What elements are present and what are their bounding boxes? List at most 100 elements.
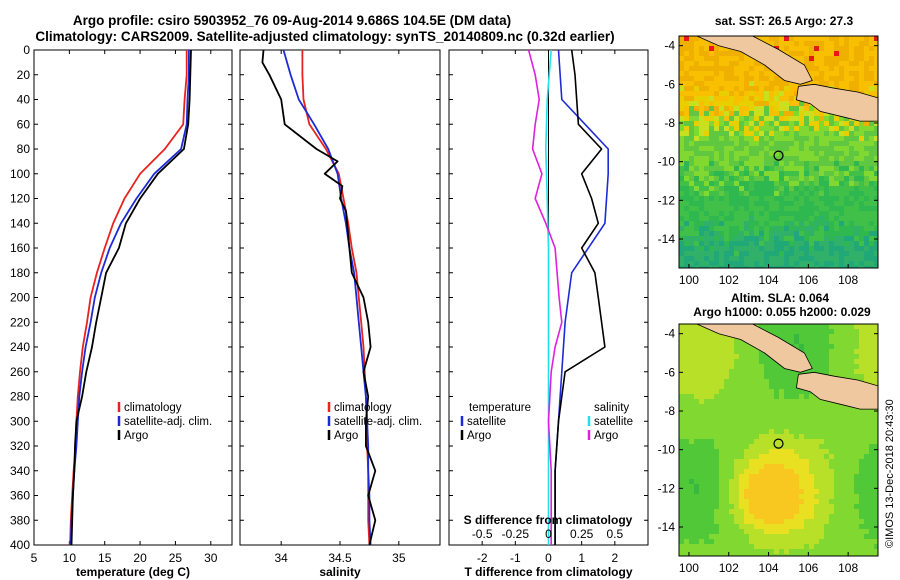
map-cell bbox=[694, 186, 699, 191]
map-cell bbox=[804, 524, 809, 529]
map-cell bbox=[814, 156, 819, 161]
map-cell bbox=[714, 504, 719, 509]
map-cell bbox=[869, 41, 874, 46]
map-cell bbox=[684, 131, 689, 136]
map-cell bbox=[809, 121, 814, 126]
map-cell bbox=[789, 369, 794, 374]
map-cell bbox=[874, 251, 878, 256]
map-cell bbox=[679, 354, 684, 359]
map-cell bbox=[694, 429, 699, 434]
map-cell bbox=[749, 499, 754, 504]
map-cell bbox=[849, 211, 854, 216]
map-cell bbox=[699, 524, 704, 529]
map-cell bbox=[699, 226, 704, 231]
map-cell bbox=[799, 206, 804, 211]
map-cell bbox=[809, 171, 814, 176]
map-cell bbox=[864, 334, 869, 339]
map-cell bbox=[684, 71, 689, 76]
map-cell bbox=[849, 176, 854, 181]
map-cell bbox=[844, 544, 849, 549]
map-cell bbox=[714, 464, 719, 469]
map-cell bbox=[819, 121, 824, 126]
map-cell bbox=[769, 156, 774, 161]
map-cell bbox=[749, 206, 754, 211]
map-cell bbox=[749, 419, 754, 424]
map-cell bbox=[679, 81, 684, 86]
map-cell bbox=[854, 444, 859, 449]
map-cell bbox=[859, 409, 864, 414]
map-cell bbox=[754, 534, 759, 539]
map-cell bbox=[864, 344, 869, 349]
map-cell bbox=[774, 324, 779, 329]
map-cell bbox=[764, 429, 769, 434]
map-cell bbox=[834, 494, 839, 499]
map-cell bbox=[709, 409, 714, 414]
map-cell bbox=[719, 509, 724, 514]
map-cell bbox=[719, 236, 724, 241]
map-cell bbox=[814, 349, 819, 354]
map-cell bbox=[809, 191, 814, 196]
map-cell bbox=[724, 534, 729, 539]
map-cell bbox=[759, 499, 764, 504]
map-cell bbox=[749, 226, 754, 231]
map-cell bbox=[684, 529, 689, 534]
map-cell bbox=[719, 161, 724, 166]
map-cell bbox=[794, 544, 799, 549]
map-cell bbox=[719, 449, 724, 454]
map-cell bbox=[729, 379, 734, 384]
map-cell bbox=[814, 136, 819, 141]
map-cell bbox=[809, 116, 814, 121]
map-cell bbox=[869, 236, 874, 241]
map-cell bbox=[684, 86, 689, 91]
map-cell bbox=[864, 41, 869, 46]
map-cell bbox=[679, 151, 684, 156]
map-cell bbox=[824, 339, 829, 344]
map-cell bbox=[679, 76, 684, 81]
map-cell bbox=[744, 524, 749, 529]
map-cell bbox=[844, 246, 849, 251]
map-cell bbox=[709, 444, 714, 449]
map-cell bbox=[729, 479, 734, 484]
map-cell bbox=[749, 384, 754, 389]
map-cell bbox=[774, 454, 779, 459]
map-cell bbox=[834, 514, 839, 519]
map-cell bbox=[809, 529, 814, 534]
map-cell bbox=[699, 76, 704, 81]
map-cell bbox=[769, 324, 774, 329]
map-cell bbox=[844, 459, 849, 464]
map-cell bbox=[719, 46, 724, 51]
map-cell bbox=[839, 474, 844, 479]
map-cell bbox=[749, 116, 754, 121]
map-cell bbox=[784, 524, 789, 529]
map-cell bbox=[729, 261, 734, 266]
map-cell bbox=[844, 404, 849, 409]
map-cell bbox=[704, 334, 709, 339]
map-cell bbox=[839, 459, 844, 464]
map-cell bbox=[794, 484, 799, 489]
map-cell bbox=[794, 36, 799, 41]
map-cell bbox=[744, 349, 749, 354]
map-cell bbox=[684, 334, 689, 339]
map-cell bbox=[689, 524, 694, 529]
map-cell bbox=[789, 509, 794, 514]
map-cell bbox=[714, 211, 719, 216]
map-cell bbox=[839, 549, 844, 554]
map-cell bbox=[824, 116, 829, 121]
map-cell bbox=[754, 369, 759, 374]
map-cell bbox=[774, 479, 779, 484]
map-cell bbox=[844, 374, 849, 379]
map-cell bbox=[844, 86, 849, 91]
map-cell bbox=[689, 101, 694, 106]
map-cell bbox=[729, 156, 734, 161]
map-cell bbox=[714, 474, 719, 479]
map-cell bbox=[824, 51, 829, 56]
map-cell bbox=[814, 464, 819, 469]
map-cell bbox=[684, 181, 689, 186]
map-cell bbox=[749, 136, 754, 141]
map-cell bbox=[869, 181, 874, 186]
map-cell bbox=[694, 339, 699, 344]
map-cell bbox=[849, 349, 854, 354]
map-cell bbox=[869, 489, 874, 494]
map-cell bbox=[814, 479, 819, 484]
map-cell bbox=[699, 504, 704, 509]
